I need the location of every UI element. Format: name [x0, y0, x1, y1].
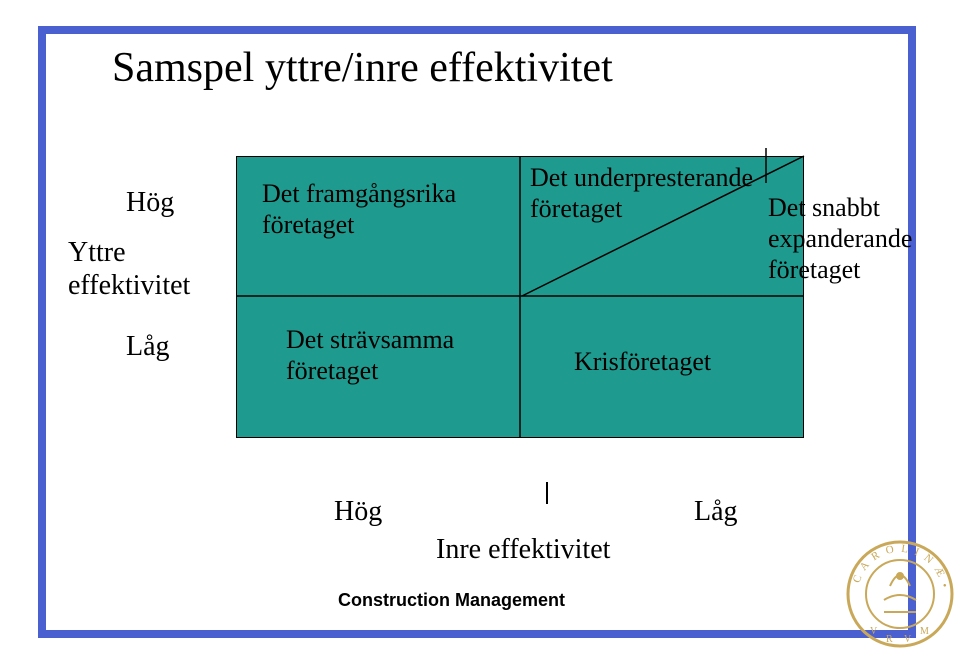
side-label: Det snabbt expanderande företaget: [768, 192, 912, 286]
side-label-l1: Det snabbt: [768, 192, 912, 223]
cell-top-left: Det framgångsrika företaget: [262, 178, 456, 240]
y-axis-block: Hög Yttre effektivitet: [68, 186, 218, 303]
cell-top-right-l2: företaget: [530, 193, 753, 224]
side-label-l2: expanderande: [768, 223, 912, 254]
footer-text: Construction Management: [338, 590, 565, 611]
slide-title: Samspel yttre/inre effektivitet: [112, 44, 613, 92]
x-axis-tick: [546, 482, 548, 504]
cell-bottom-left-l2: företaget: [286, 355, 454, 386]
cell-top-right-l1: Det underpresterande: [530, 162, 753, 193]
svg-text:V: V: [904, 634, 912, 645]
y-axis-high: Hög: [126, 186, 218, 220]
x-axis-low: Låg: [694, 496, 738, 528]
svg-text:M: M: [920, 626, 929, 637]
cell-bottom-left: Det strävsamma företaget: [286, 324, 454, 386]
side-label-l3: företaget: [768, 254, 912, 285]
cell-bottom-left-l1: Det strävsamma: [286, 324, 454, 355]
cell-top-left-l1: Det framgångsrika: [262, 178, 456, 209]
y-axis-title: Yttre effektivitet: [68, 236, 218, 303]
cell-top-left-l2: företaget: [262, 209, 456, 240]
y-axis-low: Låg: [126, 330, 170, 364]
slide-frame: Samspel yttre/inre effektivitet Hög Yttr…: [0, 0, 960, 664]
x-axis-title: Inre effektivitet: [436, 534, 610, 566]
svg-text:R: R: [886, 634, 893, 645]
x-axis-high: Hög: [334, 496, 382, 528]
university-seal-icon: C A R O L I N Æ • S I G V R V M: [840, 534, 960, 654]
cell-bottom-right-l1: Krisföretaget: [574, 346, 711, 377]
cell-top-right: Det underpresterande företaget: [530, 162, 753, 224]
svg-text:V: V: [870, 626, 878, 637]
cell-bottom-right: Krisföretaget: [574, 346, 711, 377]
